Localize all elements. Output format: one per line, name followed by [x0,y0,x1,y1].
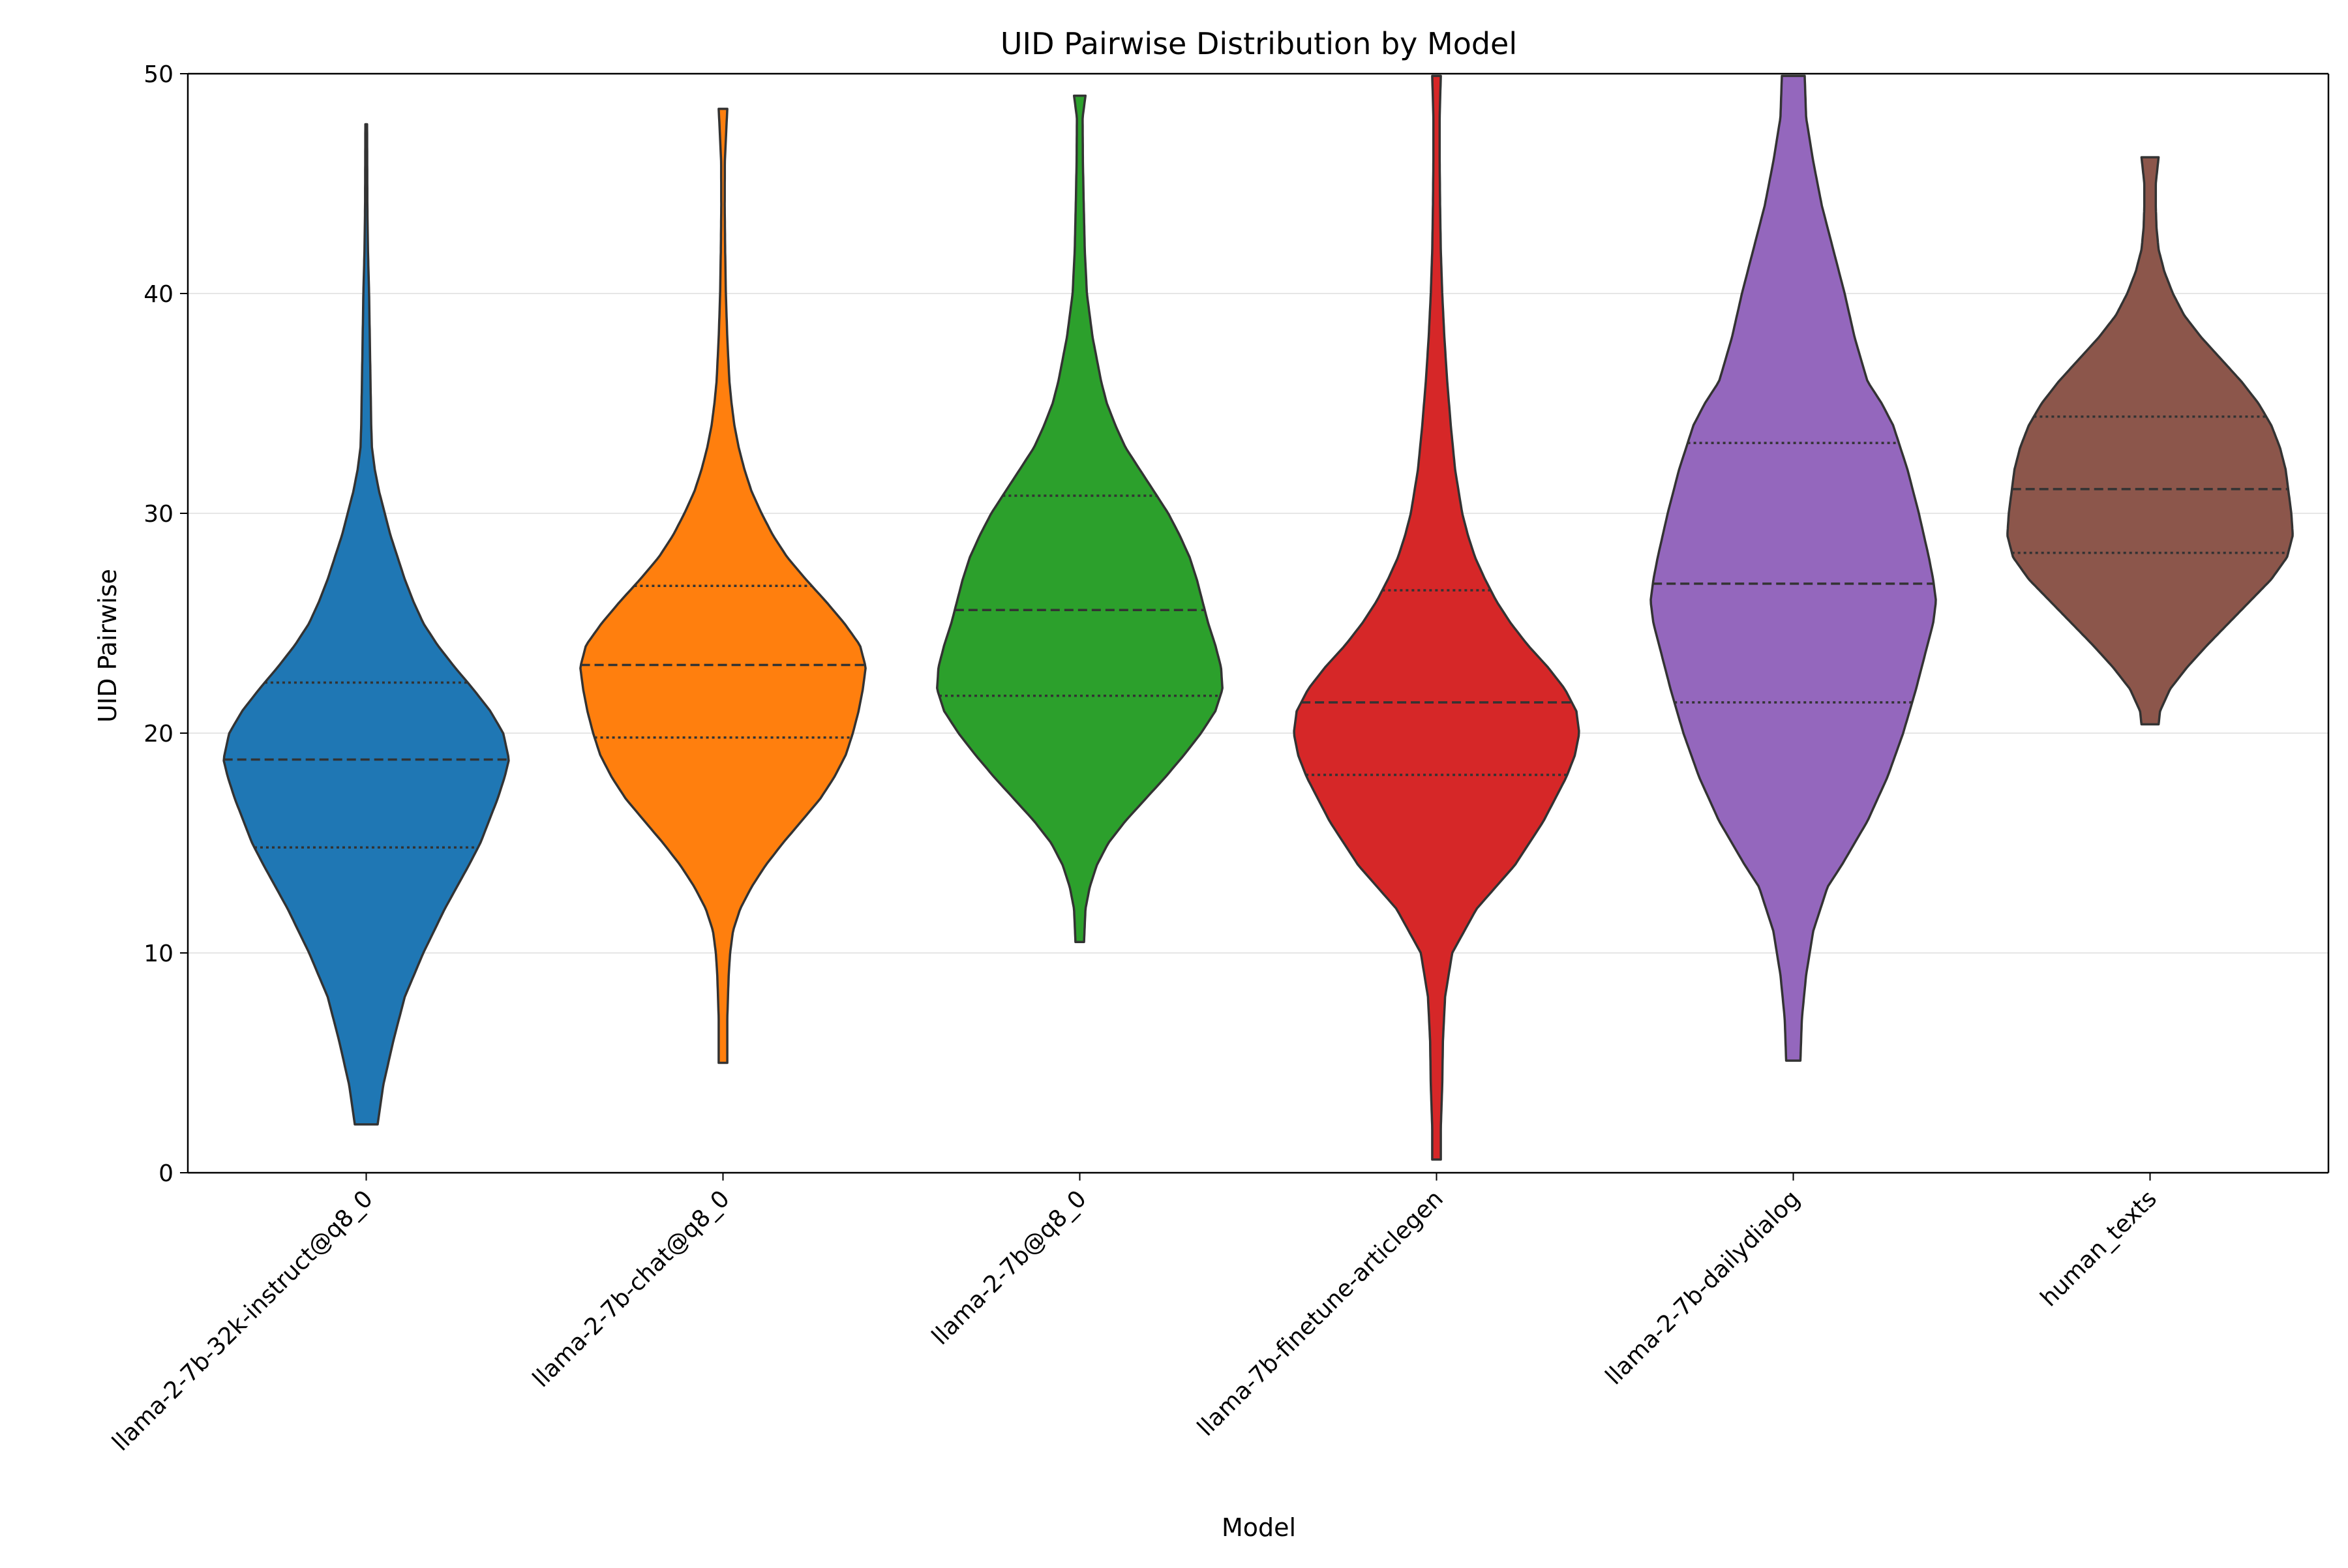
y-tick-label: 30 [143,501,173,528]
y-tick-label: 40 [143,281,173,308]
y-tick-label: 20 [143,721,173,747]
violin-body [1293,74,1580,1161]
violin-llama-2-7b-dailydialog [1649,74,1937,1062]
violin-body [936,94,1224,943]
violin-llama-7b-finetune-articlegen [1293,74,1580,1161]
violin-llama-2-7b-32k-instruct@q8_0 [222,123,510,1126]
violins [222,74,2294,1161]
violin-body [2006,156,2294,726]
violin-human_texts [2006,156,2294,726]
violin-body [1649,74,1937,1062]
x-axis-label: Model [1222,1513,1296,1542]
chart-title: UID Pairwise Distribution by Model [1001,26,1517,61]
y-axis-label: UID Pairwise [93,569,122,723]
y-tick-label: 10 [143,941,173,967]
y-tick-label: 50 [143,61,173,88]
violin-llama-2-7b-chat@q8_0 [579,108,867,1064]
violin-llama-2-7b@q8_0 [936,94,1224,943]
violin-body [222,123,510,1126]
y-tick-label: 0 [158,1160,173,1187]
